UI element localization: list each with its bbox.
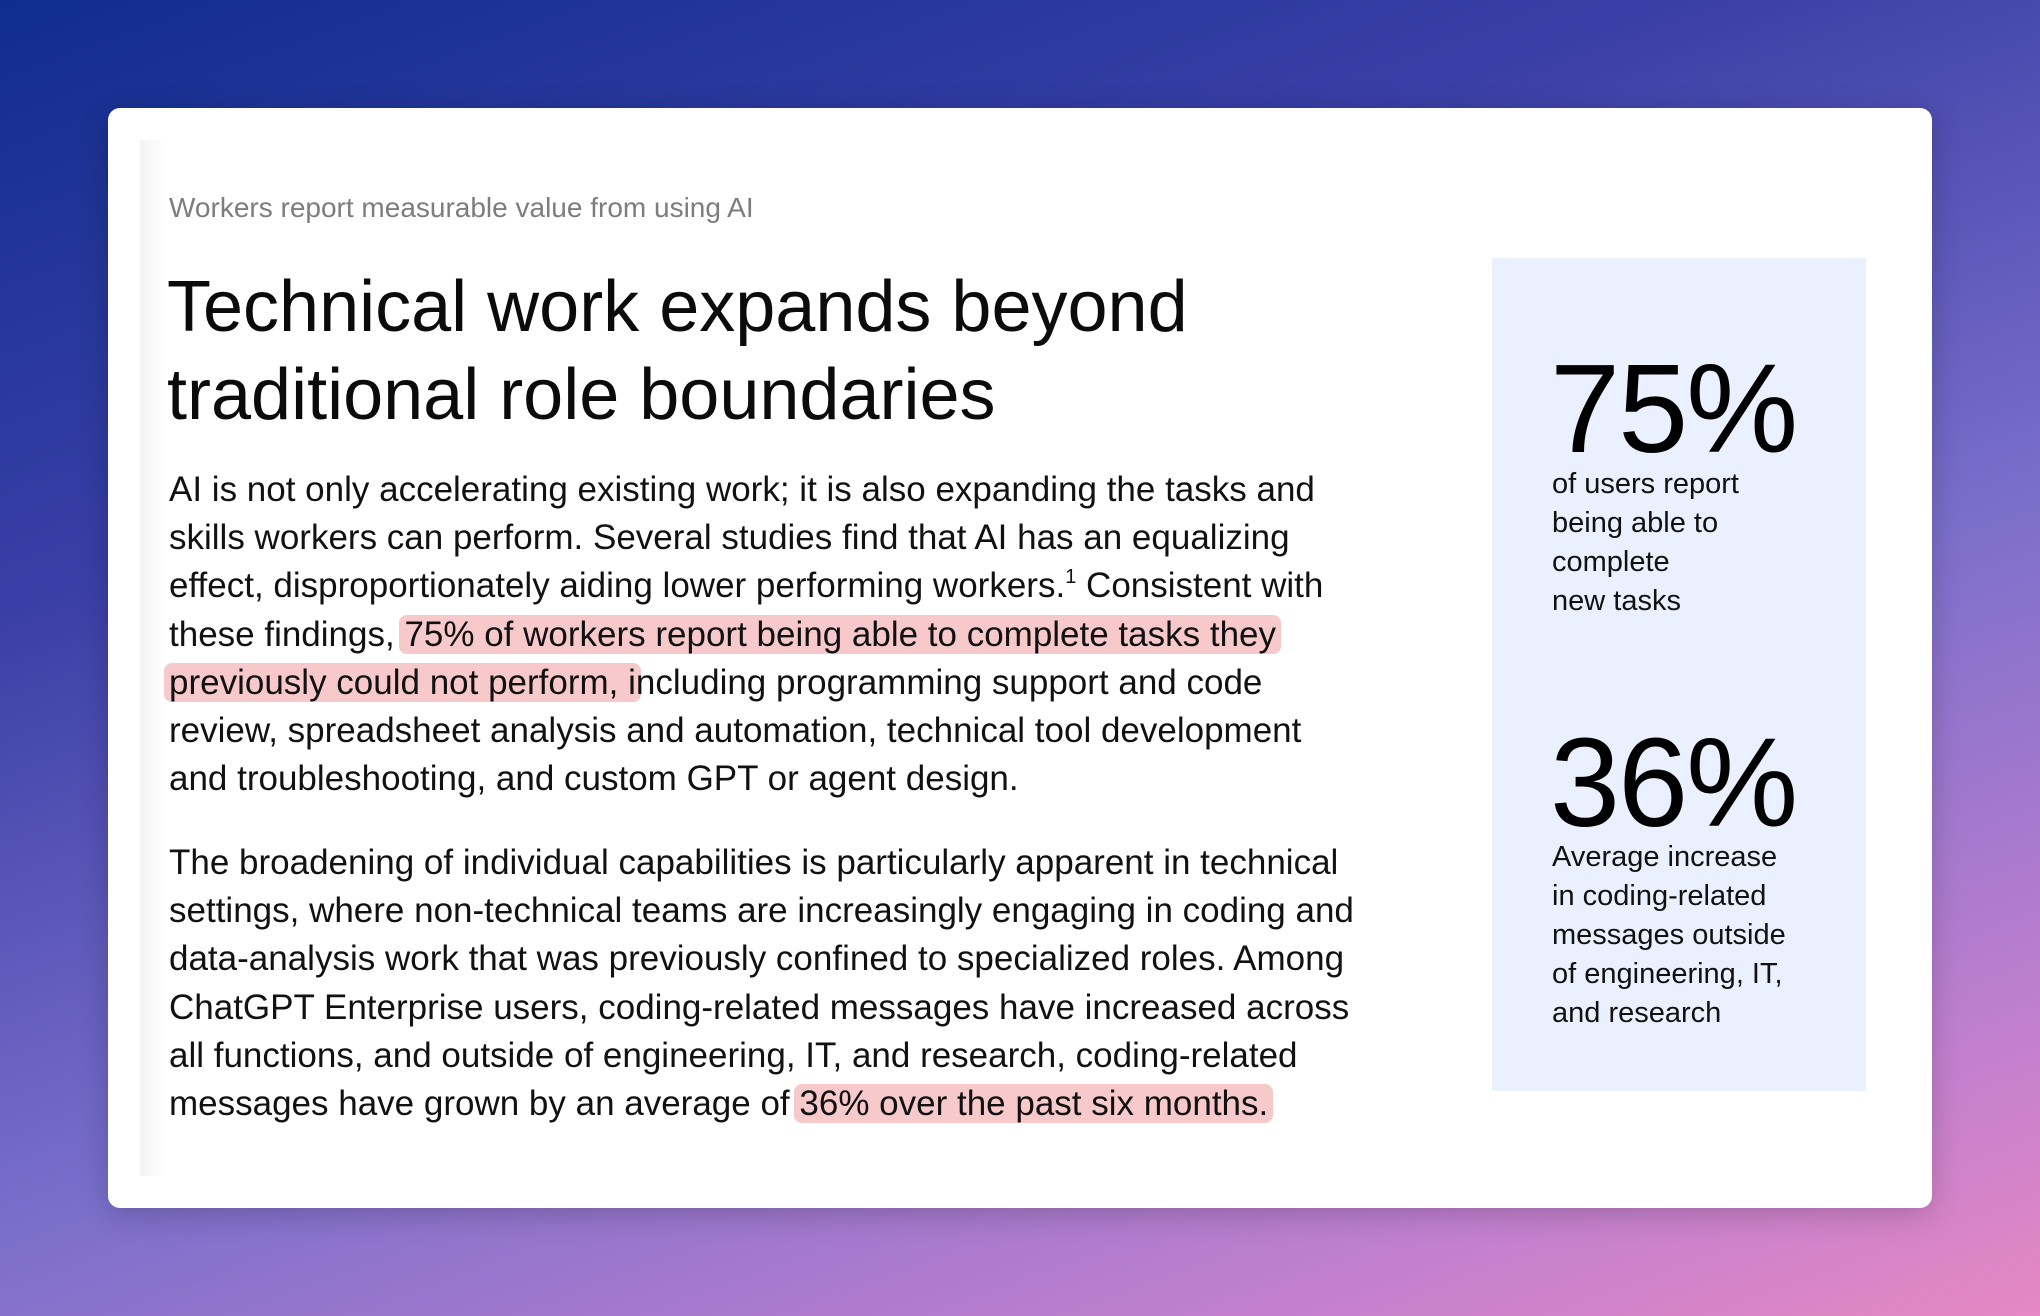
text-segment: ncluding programming support and code xyxy=(635,662,1263,702)
text-segment: all functions, and outside of engineerin… xyxy=(169,1035,1298,1075)
body-paragraph-1: AI is not only accelerating existing wor… xyxy=(164,466,1323,803)
article-card: Workers report measurable value from usi… xyxy=(108,108,1932,1208)
text-line: effect, disproportionately aiding lower … xyxy=(169,562,1323,610)
text-line: skills workers can perform. Several stud… xyxy=(169,514,1323,562)
highlighted-text: previously could not perform, i xyxy=(164,662,641,702)
highlighted-text: 36% over the past six months. xyxy=(794,1084,1274,1124)
stat-label: Average increase in coding-related message… xyxy=(1552,838,1786,1033)
text-line: data-analysis work that was previously c… xyxy=(169,935,1354,983)
text-segment: effect, disproportionately aiding lower … xyxy=(169,566,1066,606)
stat-label-line: messages outside xyxy=(1552,919,1786,951)
stat-label: of users report being able to complete new … xyxy=(1552,465,1739,621)
text-segment: review, spreadsheet analysis and automat… xyxy=(169,711,1302,751)
text-line: these findings, 75% of workers report be… xyxy=(169,611,1323,659)
title-line: traditional role boundaries xyxy=(167,355,996,435)
stat-value: 75% xyxy=(1550,338,1798,479)
body-paragraph-2: The broadening of individual capabilitie… xyxy=(169,839,1354,1128)
text-segment: messages have grown by an average of xyxy=(169,1084,800,1124)
stats-panel: 75% of users report being able to complete… xyxy=(1492,258,1866,1091)
text-segment: skills workers can perform. Several stud… xyxy=(169,518,1290,558)
text-line: messages have grown by an average of 36%… xyxy=(169,1080,1354,1128)
stat-label-line: of engineering, IT, xyxy=(1552,958,1783,990)
stat-label-line: complete xyxy=(1552,546,1670,578)
stat-label-line: Average increase xyxy=(1552,841,1778,873)
text-line: AI is not only accelerating existing wor… xyxy=(169,466,1323,514)
text-segment: Consistent with xyxy=(1076,566,1324,606)
page-title: Technical work expands beyond traditiona… xyxy=(167,263,1188,439)
text-line: The broadening of individual capabilitie… xyxy=(169,839,1354,887)
text-line: all functions, and outside of engineerin… xyxy=(169,1032,1354,1080)
footnote-ref[interactable]: 1 xyxy=(1065,566,1077,589)
stat-label-line: being able to xyxy=(1552,507,1719,539)
text-line: previously could not perform, including … xyxy=(164,659,1323,707)
stat-label-line: new tasks xyxy=(1552,585,1681,617)
text-segment: ChatGPT Enterprise users, coding-related… xyxy=(169,987,1350,1027)
decorative-strip xyxy=(140,140,166,1176)
text-line: and troubleshooting, and custom GPT or a… xyxy=(169,755,1323,803)
stat-label-line: in coding-related xyxy=(1552,880,1767,912)
stat-label-line: of users report xyxy=(1552,468,1739,500)
text-line: ChatGPT Enterprise users, coding-related… xyxy=(169,984,1354,1032)
title-line: Technical work expands beyond xyxy=(167,267,1188,347)
highlighted-text: 75% of workers report being able to comp… xyxy=(399,614,1282,654)
text-line: settings, where non-technical teams are … xyxy=(169,887,1354,935)
text-segment: and troubleshooting, and custom GPT or a… xyxy=(169,759,1019,799)
text-segment: AI is not only accelerating existing wor… xyxy=(169,470,1315,509)
section-kicker: Workers report measurable value from usi… xyxy=(169,192,754,223)
text-segment: The broadening of individual capabilitie… xyxy=(169,843,1339,882)
stat-value: 36% xyxy=(1550,712,1798,853)
text-segment: data-analysis work that was previously c… xyxy=(169,939,1345,979)
text-segment: these findings, xyxy=(169,614,405,654)
stat-label-line: and research xyxy=(1552,997,1722,1029)
text-line: review, spreadsheet analysis and automat… xyxy=(169,707,1323,755)
text-segment: settings, where non-technical teams are … xyxy=(169,891,1354,931)
